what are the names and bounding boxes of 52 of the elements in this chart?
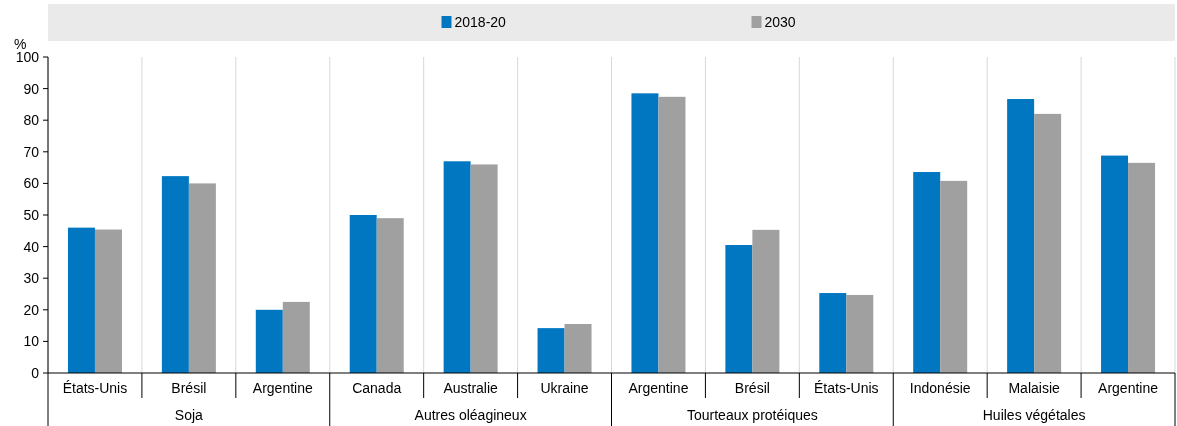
- x-tick-label: Argentine: [628, 380, 689, 396]
- y-tick-label: 20: [23, 301, 40, 318]
- x-tick-label: Canada: [352, 380, 402, 396]
- x-tick-label: États-Unis: [814, 380, 879, 396]
- x-tick-label: Ukraine: [540, 380, 589, 396]
- y-tick-label: 70: [23, 143, 40, 160]
- bar: [161, 176, 189, 373]
- y-tick-label: 30: [23, 270, 40, 287]
- text: Autres oléagineux: [414, 407, 527, 423]
- y-tick-label: 50: [23, 206, 40, 223]
- bar: [349, 215, 377, 373]
- bar: [631, 93, 659, 373]
- x-tick-label: Indonésie: [909, 380, 971, 396]
- bar: [940, 180, 968, 373]
- bar: [564, 324, 592, 373]
- y-tick-label: 0: [31, 364, 40, 381]
- y-tick-label: 10: [23, 333, 40, 350]
- bar: [1007, 99, 1035, 373]
- bar: [537, 328, 565, 373]
- y-tick-label: 60: [23, 175, 40, 192]
- bar: [255, 309, 283, 373]
- bar: [1034, 113, 1062, 373]
- x-tick-label: Malaisie: [1008, 380, 1061, 396]
- bar: [1101, 155, 1129, 373]
- bar: [67, 227, 95, 373]
- x-tick-label: États-Unis: [62, 380, 128, 396]
- bar: [1128, 162, 1156, 373]
- bar: [819, 293, 847, 373]
- bar: [752, 229, 780, 373]
- bar: [846, 294, 874, 373]
- bar: [658, 96, 686, 373]
- legend-label: 2018-20: [454, 14, 507, 30]
- bar: [725, 245, 753, 373]
- bar: [94, 229, 122, 373]
- x-tick-label: Argentine: [1098, 380, 1159, 396]
- legend-label: 2030: [764, 14, 796, 30]
- bar: [376, 218, 404, 373]
- y-tick-label: 90: [23, 80, 40, 97]
- text: Soja: [174, 407, 204, 423]
- x-tick-label: Australie: [443, 380, 499, 396]
- bar: [470, 164, 498, 373]
- bar: [443, 161, 471, 373]
- x-tick-label: Brésil: [734, 380, 770, 396]
- bar: [913, 172, 941, 373]
- text: Huiles végétales: [982, 407, 1086, 423]
- x-tick-label: Brésil: [171, 380, 207, 396]
- y-tick-label: 40: [23, 238, 40, 255]
- x-tick-label: Argentine: [252, 380, 313, 396]
- text: Tourteaux protéiques: [686, 407, 818, 423]
- y-tick-label: 80: [23, 112, 40, 129]
- bar: [282, 301, 310, 373]
- bar: [188, 183, 216, 373]
